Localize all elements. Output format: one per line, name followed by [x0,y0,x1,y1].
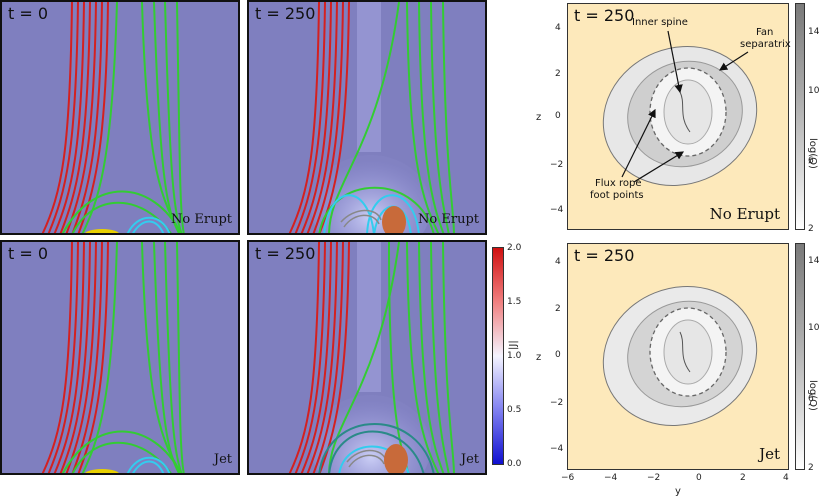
q-map-bottom: t = 250 Jet [567,243,789,470]
q-colorbar-tick: 14 [808,256,820,266]
colorbar-tick: 2.0 [507,243,522,253]
annotation-flux-rope-label: Flux rope [595,178,642,189]
fieldline-panel-bottom-left: t = 0 Jet [0,240,240,475]
y-axis-label: y [675,486,681,497]
annotation-foot-points-label: foot points [590,190,644,201]
z-tick: −2 [550,160,564,170]
q-colorbar-top [795,3,805,230]
q-map-top: t = 250 No Erupt [567,3,789,230]
q-map-image [602,46,758,186]
q-colorbar-tick: 6 [808,156,814,166]
panel-case-label: No Erupt [418,212,479,227]
y-tick: 4 [783,473,789,483]
fieldline-plot [288,242,455,473]
z-tick: −4 [550,205,564,215]
y-tick: −2 [647,473,661,483]
panel-case-label: Jet [213,452,232,467]
q-map-image [602,286,758,426]
q-colorbar-tick: 14 [808,27,820,37]
fieldline-panel-top-mid: t = 250 No Erupt [247,0,487,235]
panel-time-label: t = 0 [8,4,49,23]
panel-time-label: t = 250 [255,244,316,263]
q-colorbar-tick: 10 [808,86,820,96]
fieldline-panel-bottom-mid: t = 250 Jet [247,240,487,475]
colorbar-tick: 1.0 [507,351,522,361]
y-tick: −6 [561,473,575,483]
z-tick: 4 [555,23,561,33]
fieldline-panel-top-left: t = 0 No Erupt [0,0,240,235]
q-colorbar-label: log(Q) [807,380,818,411]
colorbar-tick: 0.5 [507,405,522,415]
z-tick: 2 [555,304,561,314]
panel-case-label: Jet [460,452,479,467]
annotation-fan-label: Fan [756,27,774,38]
z-axis-label: z [536,112,542,123]
z-tick: −2 [550,398,564,408]
fieldline-plot [41,242,185,473]
q-colorbar-tick: 6 [808,394,814,404]
q-map-case-label: No Erupt [709,205,780,223]
z-tick: 2 [555,69,561,79]
annotation-inner-spine: Inner spine [632,17,688,28]
z-tick: 0 [555,350,561,360]
q-colorbar-tick: 10 [808,323,820,333]
colorbar-tick: 0.0 [507,459,522,469]
q-colorbar-tick: 2 [808,224,814,234]
y-tick: −4 [604,473,618,483]
y-tick: 0 [696,473,702,483]
q-map-case-label: Jet [759,445,780,463]
z-tick: −4 [550,444,564,454]
q-colorbar-tick: 2 [808,463,814,473]
fieldline-plot [41,2,185,233]
q-map-time-label: t = 250 [574,6,635,25]
q-colorbar-label: log(Q) [807,138,818,169]
annotation-separatrix-label: separatrix [740,39,791,50]
z-axis-label: z [536,352,542,363]
panel-time-label: t = 250 [255,4,316,23]
z-tick: 0 [555,111,561,121]
q-map-time-label: t = 250 [574,246,635,265]
fieldline-plot [288,2,455,233]
y-tick: 2 [740,473,746,483]
panel-time-label: t = 0 [8,244,49,263]
current-colorbar [492,247,504,465]
q-colorbar-bottom [795,243,805,470]
z-tick: 4 [555,257,561,267]
panel-case-label: No Erupt [171,212,232,227]
colorbar-tick: 1.5 [507,297,522,307]
